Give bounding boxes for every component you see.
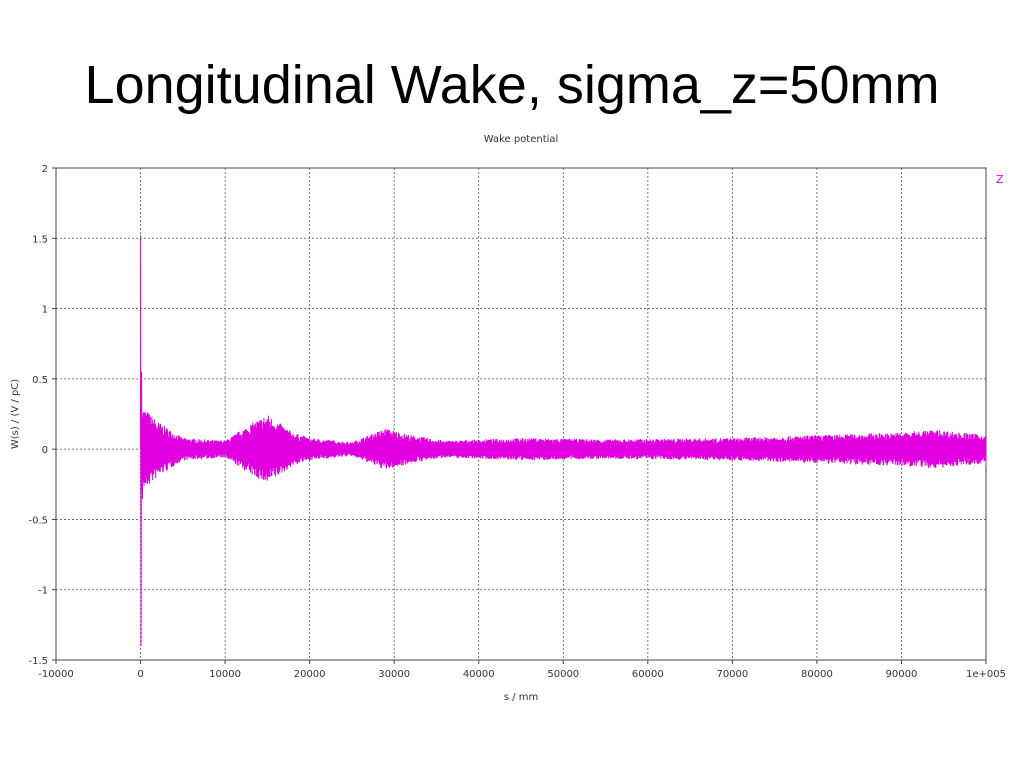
x-tick-label: 30000 <box>378 669 410 680</box>
series-line-z <box>140 235 987 646</box>
x-tick-label: 50000 <box>547 669 579 680</box>
x-tick-label: 90000 <box>886 669 918 680</box>
y-tick-label: 0.5 <box>32 375 48 386</box>
x-tick-label: 40000 <box>463 669 495 680</box>
y-tick-label: 1 <box>42 305 48 316</box>
y-tick-label: 2 <box>42 164 48 175</box>
series-layer <box>140 235 987 646</box>
x-axis: -10000 0 10000 20000 30000 40000 50000 60000 700… <box>38 660 1006 680</box>
y-axis: -1.5 -1 -0.5 0 0.5 1 1.5 2 <box>28 164 56 667</box>
y-tick-label: 0 <box>42 445 48 456</box>
slide-title: Longitudinal Wake, sigma_z=50mm <box>84 55 940 115</box>
y-tick-label: 1.5 <box>32 234 48 245</box>
x-tick-label: -10000 <box>38 669 73 680</box>
x-tick-label: 70000 <box>716 669 748 680</box>
y-tick-label: -0.5 <box>28 515 48 526</box>
x-tick-label: 60000 <box>632 669 664 680</box>
plot-frame <box>55 167 987 661</box>
x-tick-label: 10000 <box>209 669 241 680</box>
x-tick-label: 0 <box>137 669 143 680</box>
grid <box>56 168 986 660</box>
x-tick-label: 1e+005 <box>966 669 1006 680</box>
chart-title: Wake potential <box>484 134 559 145</box>
x-tick-label: 20000 <box>294 669 326 680</box>
x-tick-label: 80000 <box>801 669 833 680</box>
legend-entry-z: Z <box>996 173 1004 186</box>
x-axis-label: s / mm <box>504 692 538 703</box>
y-tick-label: -1.5 <box>28 656 48 667</box>
y-axis-label: W(s) / (V / pC) <box>10 379 21 449</box>
y-tick-label: -1 <box>38 586 48 597</box>
